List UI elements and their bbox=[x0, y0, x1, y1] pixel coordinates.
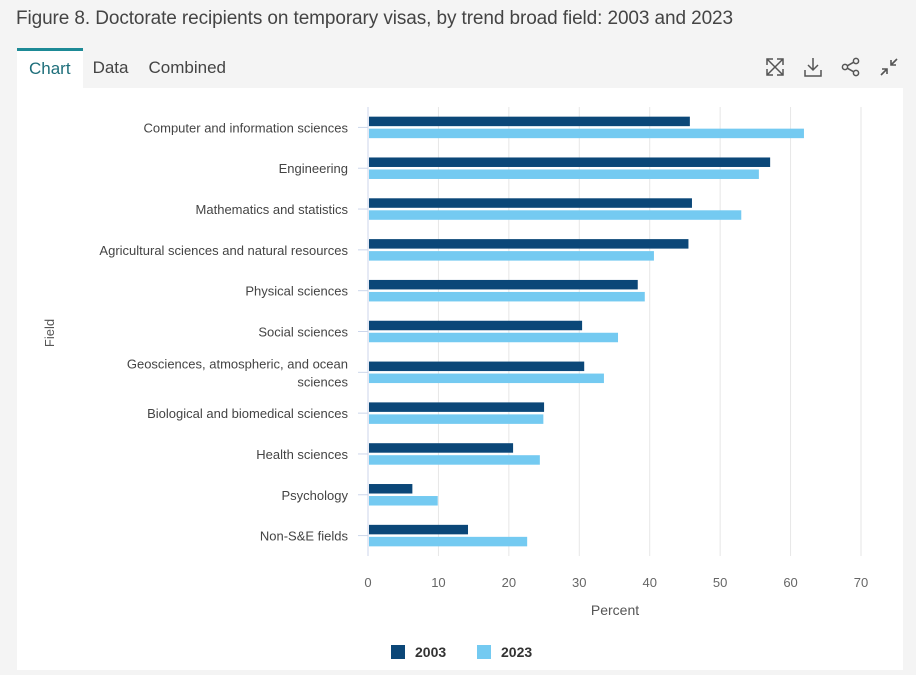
download-icon bbox=[804, 58, 822, 77]
expand-button[interactable] bbox=[762, 54, 788, 80]
legend-swatch-2023 bbox=[477, 645, 491, 659]
y-tick-label-line: Non-S&E fields bbox=[260, 529, 349, 544]
y-tick-label-line: Social sciences bbox=[258, 325, 348, 340]
y-tick-label-line: Physical sciences bbox=[245, 284, 348, 299]
y-tick-label-line: Engineering bbox=[279, 161, 348, 176]
y-tick-label: Physical sciences bbox=[245, 284, 348, 299]
x-tick-label: 60 bbox=[783, 575, 797, 590]
y-tick-label: Health sciences bbox=[256, 447, 348, 462]
x-axis-title: Percent bbox=[591, 602, 639, 618]
bar-2023[interactable] bbox=[369, 455, 540, 465]
y-axis-labels: Computer and information sciences Enginee… bbox=[99, 120, 368, 544]
bar-2003[interactable] bbox=[369, 279, 638, 290]
x-tick-label: 20 bbox=[502, 575, 516, 590]
x-tick-label: 50 bbox=[713, 575, 727, 590]
legend-item-2003[interactable]: 2003 bbox=[391, 644, 446, 660]
tab-data[interactable]: Data bbox=[92, 58, 129, 77]
chart-toolbar bbox=[762, 54, 902, 80]
bar-2003[interactable] bbox=[369, 361, 585, 372]
y-tick-label: Non-S&E fields bbox=[260, 529, 349, 544]
y-tick-label: Social sciences bbox=[258, 325, 348, 340]
y-axis-title: Field bbox=[42, 319, 57, 347]
legend: 2003 2023 bbox=[391, 644, 532, 660]
gridlines bbox=[437, 107, 862, 556]
bar-2023[interactable] bbox=[369, 210, 742, 220]
bar-2003[interactable] bbox=[369, 198, 692, 208]
bar-2003[interactable] bbox=[369, 443, 514, 453]
share-icon bbox=[841, 57, 860, 77]
x-tick-label: 30 bbox=[572, 575, 586, 590]
bar-2023[interactable] bbox=[369, 373, 604, 384]
bar-2003[interactable] bbox=[369, 402, 545, 412]
bar-2003[interactable] bbox=[369, 484, 413, 494]
bar-2003[interactable] bbox=[369, 524, 469, 535]
bar-2023[interactable] bbox=[369, 536, 528, 547]
bar-2023[interactable] bbox=[369, 496, 438, 506]
figure-title: Figure 8. Doctorate recipients on tempor… bbox=[16, 8, 733, 29]
share-button[interactable] bbox=[838, 54, 864, 80]
x-axis-labels: 0 10 20 30 40 50 60 70 bbox=[364, 575, 868, 590]
bar-2003[interactable] bbox=[369, 157, 771, 167]
y-tick-label-line: sciences bbox=[297, 374, 348, 389]
legend-label-2023: 2023 bbox=[501, 644, 532, 660]
legend-swatch-2003 bbox=[391, 645, 405, 659]
y-tick-label: Biological and biomedical sciences bbox=[147, 406, 348, 421]
y-tick-label: Agricultural sciences and natural resour… bbox=[99, 243, 348, 258]
y-tick-label: Mathematics and statistics bbox=[196, 202, 349, 217]
bar-2023[interactable] bbox=[369, 251, 654, 261]
y-tick-label: Geosciences, atmospheric, and ocean scien… bbox=[127, 356, 349, 389]
collapse-button[interactable] bbox=[876, 54, 902, 80]
view-tabs: Chart Data Combined bbox=[17, 48, 236, 88]
tab-combined[interactable]: Combined bbox=[148, 58, 227, 77]
y-tick-label-line: Psychology bbox=[282, 488, 349, 503]
collapse-icon bbox=[880, 58, 898, 76]
legend-label-2003: 2003 bbox=[415, 644, 446, 660]
bar-2023[interactable] bbox=[369, 414, 544, 424]
y-tick-label-line: Geosciences, atmospheric, and ocean bbox=[127, 356, 348, 371]
y-tick-label: Psychology bbox=[282, 488, 349, 503]
bar-2023[interactable] bbox=[369, 128, 804, 139]
y-tick-label-line: Agricultural sciences and natural resour… bbox=[99, 243, 348, 258]
expand-icon bbox=[766, 58, 784, 76]
bar-2003[interactable] bbox=[369, 239, 689, 249]
tab-chart[interactable]: Chart bbox=[17, 48, 83, 88]
download-button[interactable] bbox=[800, 54, 826, 80]
x-tick-label: 0 bbox=[364, 575, 371, 590]
chart-panel: Computer and information sciences Enginee… bbox=[17, 88, 903, 670]
bar-2003[interactable] bbox=[369, 116, 690, 127]
bar-2023[interactable] bbox=[369, 169, 759, 179]
x-tick-label: 40 bbox=[642, 575, 656, 590]
y-tick-label-line: Biological and biomedical sciences bbox=[147, 406, 348, 421]
bars bbox=[369, 116, 804, 547]
legend-item-2023[interactable]: 2023 bbox=[477, 644, 532, 660]
bar-chart: Computer and information sciences Enginee… bbox=[42, 107, 868, 660]
x-tick-label: 70 bbox=[854, 575, 868, 590]
y-tick-label: Computer and information sciences bbox=[144, 120, 349, 135]
bar-2003[interactable] bbox=[369, 320, 583, 331]
y-tick-label-line: Mathematics and statistics bbox=[196, 202, 349, 217]
y-tick-label-line: Computer and information sciences bbox=[144, 120, 349, 135]
bar-2023[interactable] bbox=[369, 291, 645, 302]
bar-2023[interactable] bbox=[369, 332, 619, 343]
x-tick-label: 10 bbox=[431, 575, 445, 590]
y-tick-label-line: Health sciences bbox=[256, 447, 348, 462]
y-tick-label: Engineering bbox=[279, 161, 348, 176]
